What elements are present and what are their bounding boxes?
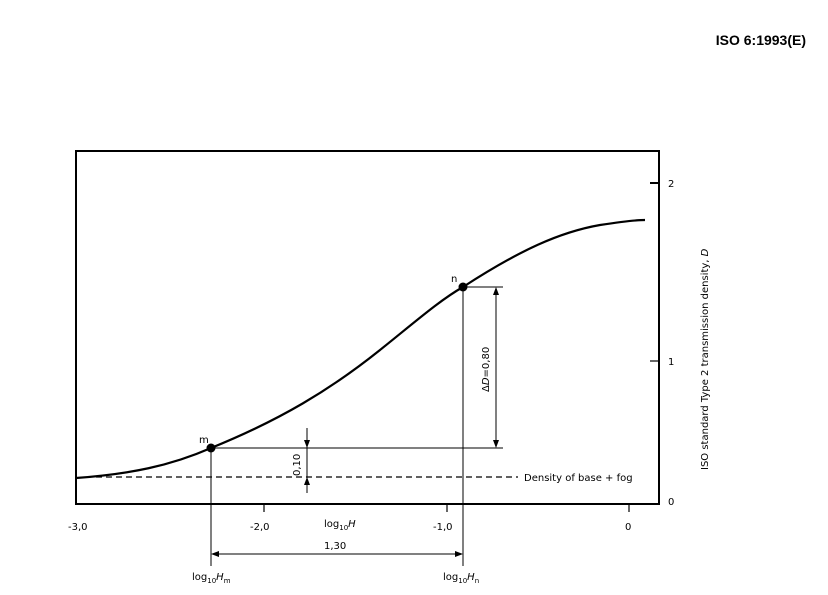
y-axis-label-text: ISO standard Type 2 transmission density… [700, 256, 711, 470]
x-tick-0: -3,0 [68, 522, 88, 533]
characteristic-curve [75, 218, 646, 480]
x-axis-label-var: H [348, 519, 356, 530]
offset-arrow-top [304, 440, 310, 448]
x-tick-2: -1,0 [433, 522, 453, 533]
y-tick-2: 2 [668, 179, 674, 190]
span-arrow-right [455, 551, 463, 557]
plot-frame [75, 150, 660, 505]
delta-d-arrow-bottom [493, 440, 499, 448]
x-axis-label-log: log [324, 519, 339, 530]
x-axis-label-sub: 10 [339, 524, 348, 532]
span-label: 1,30 [324, 541, 346, 552]
y-tick-0: 0 [668, 497, 674, 508]
delta-d-value: =0,80 [481, 347, 492, 378]
x-axis-label: log10H [324, 519, 356, 532]
log-hn-var-sub: n [475, 577, 479, 585]
delta-d-var: D [481, 377, 492, 385]
log-hm-var-sub: m [224, 577, 231, 585]
log-hn-var: H [467, 572, 475, 583]
offset-label: 0,10 [292, 454, 303, 476]
offset-arrow-bottom [304, 477, 310, 485]
log-hm-label: log10Hm [192, 572, 231, 585]
log-hn-sub: 10 [458, 577, 467, 585]
y-tick-1: 1 [668, 357, 674, 368]
delta-d-arrow-top [493, 287, 499, 295]
x-tick-1: -2,0 [250, 522, 270, 533]
log-hm-var: H [216, 572, 224, 583]
log-hn-log: log [443, 572, 458, 583]
point-n-label: n [451, 274, 457, 285]
span-arrow-left [211, 551, 219, 557]
y-axis-label: ISO standard Type 2 transmission density… [700, 248, 711, 470]
delta-d-prefix: Δ [481, 385, 492, 392]
delta-d-label: ΔD=0,80 [481, 347, 492, 392]
x-tick-3: 0 [625, 522, 631, 533]
log-hn-label: log10Hn [443, 572, 479, 585]
y-axis-label-var: D [700, 248, 711, 256]
point-m-label: m [199, 435, 209, 446]
base-fog-label: Density of base + fog [524, 473, 633, 484]
document-id: ISO 6:1993(E) [715, 32, 806, 48]
log-hm-log: log [192, 572, 207, 583]
log-hm-sub: 10 [207, 577, 216, 585]
